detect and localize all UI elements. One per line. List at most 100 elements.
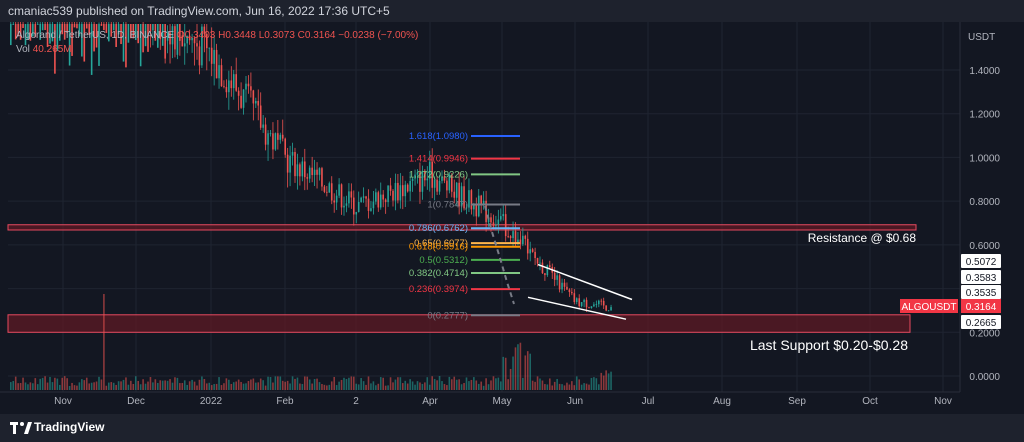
last-price-box — [961, 299, 1001, 313]
volume-bar — [61, 377, 64, 390]
volume-bar — [428, 384, 431, 390]
volume-bar — [350, 376, 353, 390]
volume-bar — [426, 377, 429, 390]
candle-body — [583, 299, 585, 303]
candle-body — [110, 24, 113, 37]
candle-body — [308, 167, 311, 179]
y-tick-label: 1.2000 — [969, 110, 1000, 121]
volume-bar — [286, 380, 289, 390]
volume-bar — [63, 376, 66, 390]
candle-body — [252, 90, 255, 104]
candle-body — [482, 200, 485, 206]
candle-body — [502, 214, 505, 217]
candle-body — [12, 24, 15, 25]
volume-bar — [517, 344, 519, 390]
candle-body — [188, 35, 191, 41]
volume-bar — [526, 351, 529, 390]
volume-bar — [421, 383, 424, 390]
volume-bar — [198, 379, 201, 390]
volume-bar — [250, 379, 252, 390]
candle-body — [316, 169, 318, 175]
volume-bar — [563, 385, 566, 390]
fib-label-8: 0.382(0.4714) — [409, 268, 468, 279]
volume-bar — [125, 377, 127, 390]
price-marker-label: 0.3535 — [966, 288, 997, 299]
wedge-lower-line — [527, 296, 627, 320]
price-marker-box — [961, 285, 1001, 299]
candle-body — [377, 192, 380, 208]
volume-bar — [448, 376, 451, 390]
volume-bar — [424, 382, 426, 390]
volume-bar — [477, 383, 480, 390]
volume-bar — [39, 378, 41, 390]
candle-body — [495, 224, 497, 226]
volume-bar — [509, 368, 512, 390]
volume-bar — [19, 382, 22, 390]
candle-body — [353, 197, 355, 215]
candle-body — [595, 304, 598, 305]
candle-body — [14, 24, 17, 40]
volume-bar — [573, 385, 576, 390]
candle-body — [259, 105, 262, 128]
volume-bar — [529, 353, 531, 390]
volume-bar — [326, 385, 328, 390]
volume-bar — [566, 382, 568, 390]
price-marker-box — [961, 254, 1001, 268]
volume-bar — [468, 381, 470, 390]
candle-body — [480, 195, 482, 206]
candle-body — [333, 200, 335, 203]
volume-bar — [137, 380, 139, 390]
candle-body — [240, 95, 242, 108]
candle-body — [281, 134, 284, 139]
volume-bar — [308, 379, 311, 390]
candle-body — [492, 222, 495, 226]
candle-body — [134, 24, 137, 41]
candle-body — [120, 24, 122, 45]
candle-body — [306, 177, 309, 179]
volume-bar — [117, 381, 120, 390]
volume-bar — [277, 376, 279, 390]
tradingview-logo-icon — [10, 422, 32, 434]
candle-body — [63, 24, 66, 40]
candle-body — [10, 24, 12, 46]
volume-bar — [220, 385, 223, 390]
volume-bar — [568, 384, 571, 390]
volume-bar — [22, 377, 24, 390]
volume-bar — [514, 347, 517, 390]
candle-body — [17, 24, 19, 37]
volume-bar — [225, 378, 228, 390]
volume-bar — [272, 382, 274, 390]
candle-body — [115, 24, 117, 47]
volume-bar — [98, 376, 100, 390]
volume-bar — [365, 384, 367, 390]
resistance-annotation: Resistance @ $0.68 — [808, 231, 917, 245]
candle-body — [242, 89, 245, 108]
volume-bar — [406, 383, 409, 390]
fib-label-1: 1.414(0.9946) — [409, 154, 468, 165]
candle-body — [500, 216, 502, 220]
volume-bar — [595, 378, 598, 390]
candle-body — [428, 161, 431, 179]
candle-body — [355, 211, 358, 215]
symbol-name: Algorand / TetherUS, 1D, BINANCE — [16, 30, 175, 41]
symbol-tag-label: ALGOUSDT — [901, 302, 956, 313]
volume-bar — [304, 376, 306, 390]
volume-bar — [252, 378, 255, 390]
candle-body — [561, 282, 563, 290]
volume-bar — [446, 385, 448, 390]
volume-bar — [68, 385, 71, 390]
candle-body — [509, 236, 512, 239]
volume-bar — [345, 378, 348, 390]
candle-body — [404, 184, 407, 197]
volume-bar — [487, 384, 490, 390]
volume-bar — [139, 384, 142, 390]
volume-bar — [166, 380, 169, 390]
volume-bar — [24, 382, 27, 390]
volume-bar — [441, 381, 443, 390]
candle-body — [228, 80, 230, 93]
fib-label-0: 1.618(1.0980) — [409, 131, 468, 142]
candle-body — [218, 65, 220, 79]
candle-body — [357, 201, 360, 212]
price-marker-label: 0.3583 — [966, 273, 997, 284]
